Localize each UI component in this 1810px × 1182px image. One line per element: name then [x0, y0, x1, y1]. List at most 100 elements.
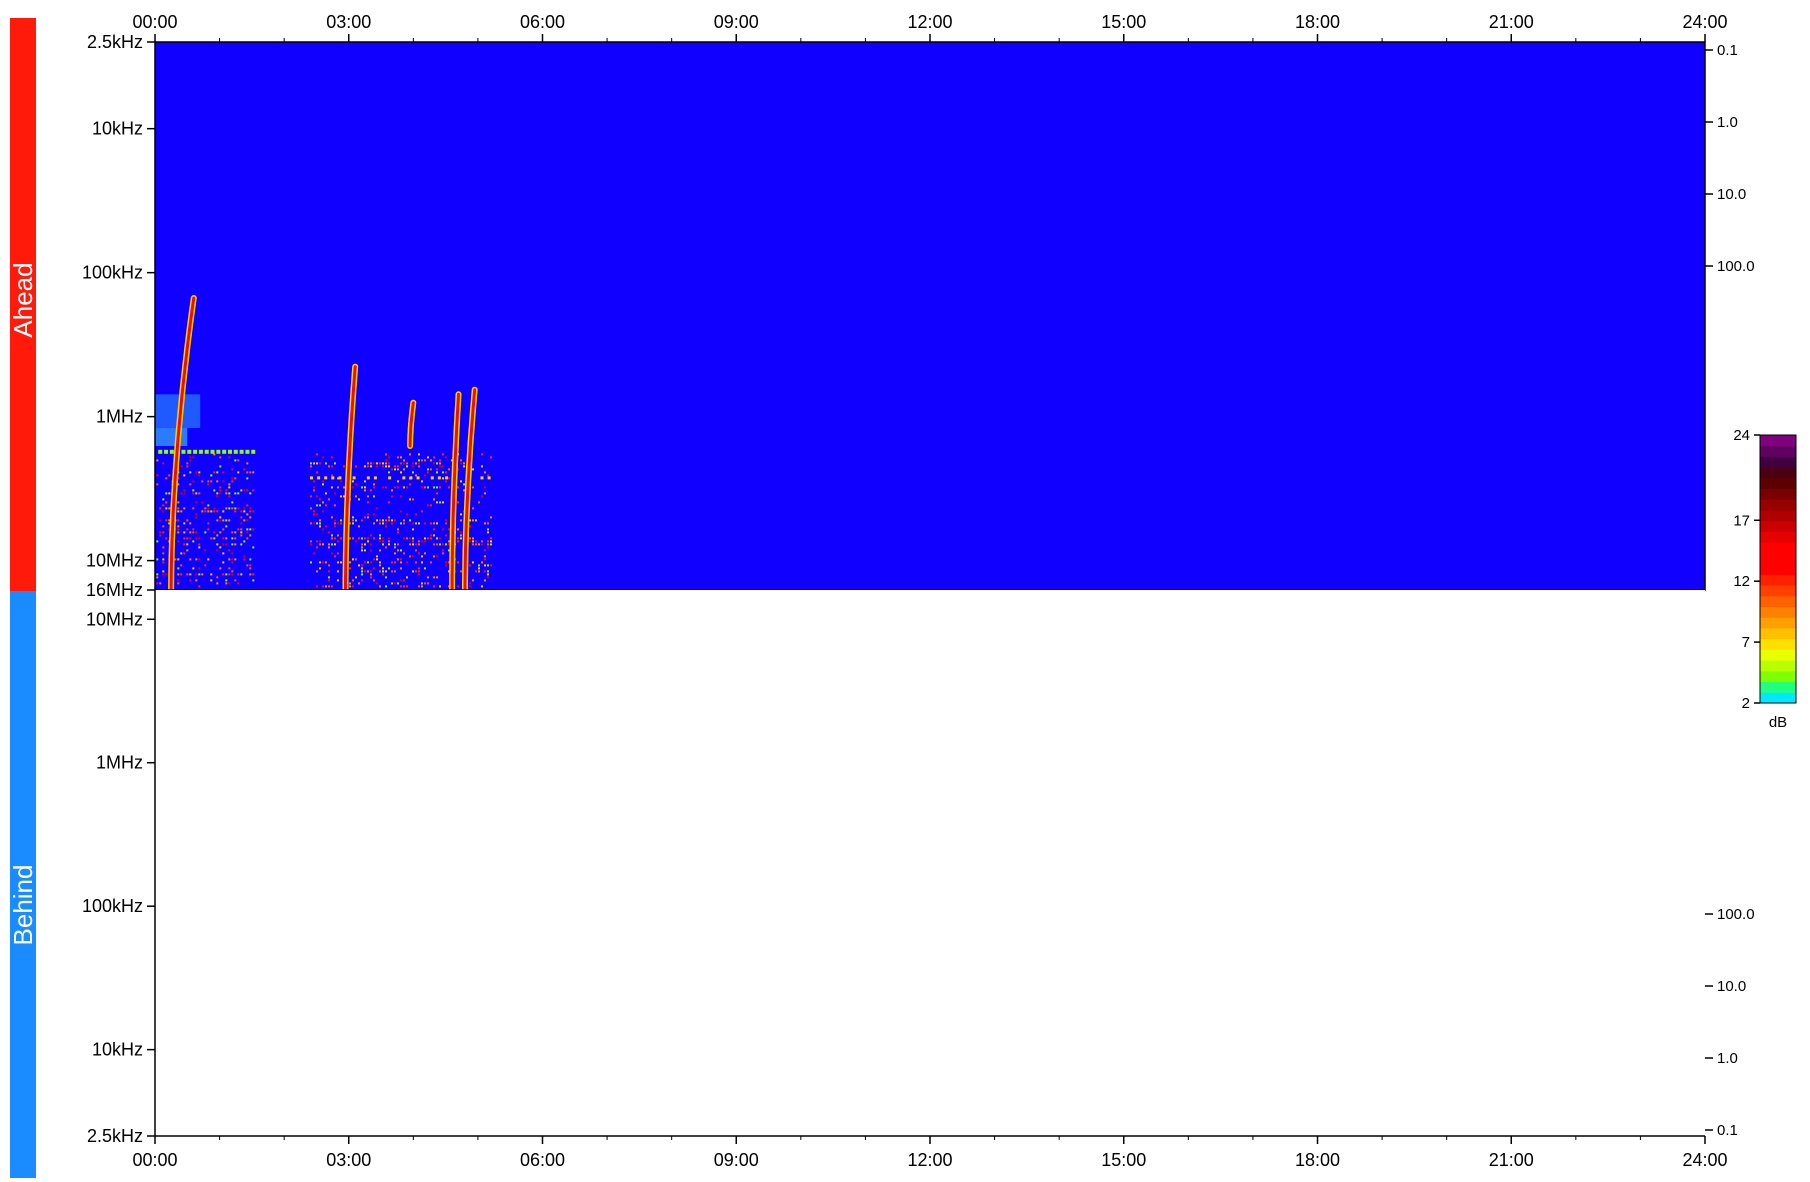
speckle-pixel — [228, 582, 231, 585]
speckle-pixel — [397, 543, 399, 546]
speckle-pixel — [409, 453, 411, 456]
speckle-pixel — [231, 468, 234, 471]
speckle-pixel — [376, 507, 378, 510]
speckle-pixel — [340, 480, 342, 483]
speckle-pixel — [198, 543, 201, 546]
speckle-pixel — [457, 561, 459, 564]
speckle-pixel — [343, 486, 345, 489]
speckle-pixel — [385, 576, 387, 579]
speckle-pixel — [490, 540, 492, 543]
speckle-pixel — [249, 558, 252, 561]
speckle-pixel — [316, 513, 318, 516]
speckle-pixel — [162, 531, 165, 534]
speckle-pixel — [183, 489, 186, 492]
speckle-pixel — [213, 510, 216, 513]
speckle-pixel — [222, 510, 225, 513]
speckle-pixel — [367, 537, 369, 540]
green-speckle — [233, 449, 238, 454]
colorbar-swatch — [1760, 660, 1796, 672]
speckle-pixel — [213, 489, 216, 492]
speckle-pixel — [352, 486, 354, 489]
speckle-pixel — [225, 492, 228, 495]
speckle-pixel — [388, 465, 390, 468]
speckle-pixel — [379, 462, 381, 465]
speckle-pixel — [192, 492, 195, 495]
speckle-pixel — [189, 579, 192, 582]
speckle-pixel — [177, 519, 180, 522]
speckle-pixel — [334, 537, 336, 540]
speckle-pixel — [484, 564, 486, 567]
speckle-pixel — [337, 579, 339, 582]
ahead-side-bar — [10, 18, 36, 591]
speckle-pixel — [421, 459, 423, 462]
speckle-pixel — [183, 543, 186, 546]
x-tick-label-top: 00:00 — [132, 12, 177, 32]
speckle-pixel — [165, 537, 168, 540]
speckle-pixel — [316, 471, 318, 474]
yellow-speckle — [366, 476, 370, 480]
speckle-pixel — [204, 507, 207, 510]
speckle-pixel — [319, 567, 321, 570]
speckle-pixel — [439, 465, 441, 468]
speckle-pixel — [249, 471, 252, 474]
ahead-y-tick-label: 10MHz — [86, 551, 143, 571]
speckle-pixel — [234, 459, 237, 462]
speckle-pixel — [204, 510, 207, 513]
speckle-pixel — [186, 462, 189, 465]
speckle-pixel — [189, 483, 192, 486]
speckle-pixel — [427, 468, 429, 471]
speckle-pixel — [394, 486, 396, 489]
speckle-pixel — [210, 480, 213, 483]
speckle-pixel — [328, 498, 330, 501]
speckle-pixel — [249, 516, 252, 519]
speckle-pixel — [352, 579, 354, 582]
speckle-pixel — [364, 549, 366, 552]
speckle-pixel — [451, 459, 453, 462]
speckle-pixel — [412, 543, 414, 546]
speckle-pixel — [316, 462, 318, 465]
speckle-pixel — [355, 540, 357, 543]
speckle-pixel — [252, 510, 255, 513]
speckle-pixel — [448, 549, 450, 552]
speckle-pixel — [358, 525, 360, 528]
speckle-pixel — [186, 519, 189, 522]
speckle-pixel — [415, 462, 417, 465]
speckle-pixel — [430, 504, 432, 507]
speckle-pixel — [192, 528, 195, 531]
speckle-pixel — [391, 561, 393, 564]
speckle-pixel — [222, 528, 225, 531]
speckle-pixel — [319, 543, 321, 546]
green-speckle — [158, 449, 163, 454]
speckle-pixel — [364, 486, 366, 489]
speckle-pixel — [490, 537, 492, 540]
speckle-pixel — [243, 519, 246, 522]
speckle-pixel — [382, 519, 384, 522]
speckle-pixel — [457, 537, 459, 540]
speckle-pixel — [328, 576, 330, 579]
speckle-pixel — [192, 567, 195, 570]
speckle-pixel — [421, 510, 423, 513]
green-speckle — [169, 449, 174, 454]
speckle-pixel — [210, 537, 213, 540]
speckle-pixel — [445, 564, 447, 567]
speckle-pixel — [183, 492, 186, 495]
speckle-pixel — [469, 525, 471, 528]
yellow-speckle — [430, 476, 434, 480]
speckle-pixel — [195, 573, 198, 576]
speckle-pixel — [490, 543, 492, 546]
speckle-pixel — [322, 528, 324, 531]
speckle-pixel — [406, 486, 408, 489]
speckle-pixel — [388, 537, 390, 540]
speckle-pixel — [415, 570, 417, 573]
speckle-pixel — [201, 510, 204, 513]
ahead-spectrogram-background — [155, 42, 1705, 590]
speckle-pixel — [445, 519, 447, 522]
speckle-pixel — [487, 546, 489, 549]
speckle-pixel — [391, 495, 393, 498]
colorbar-swatch — [1760, 531, 1796, 543]
yellow-speckle — [402, 476, 406, 480]
speckle-pixel — [234, 531, 237, 534]
speckle-pixel — [246, 564, 249, 567]
speckle-pixel — [379, 519, 381, 522]
speckle-pixel — [352, 522, 354, 525]
